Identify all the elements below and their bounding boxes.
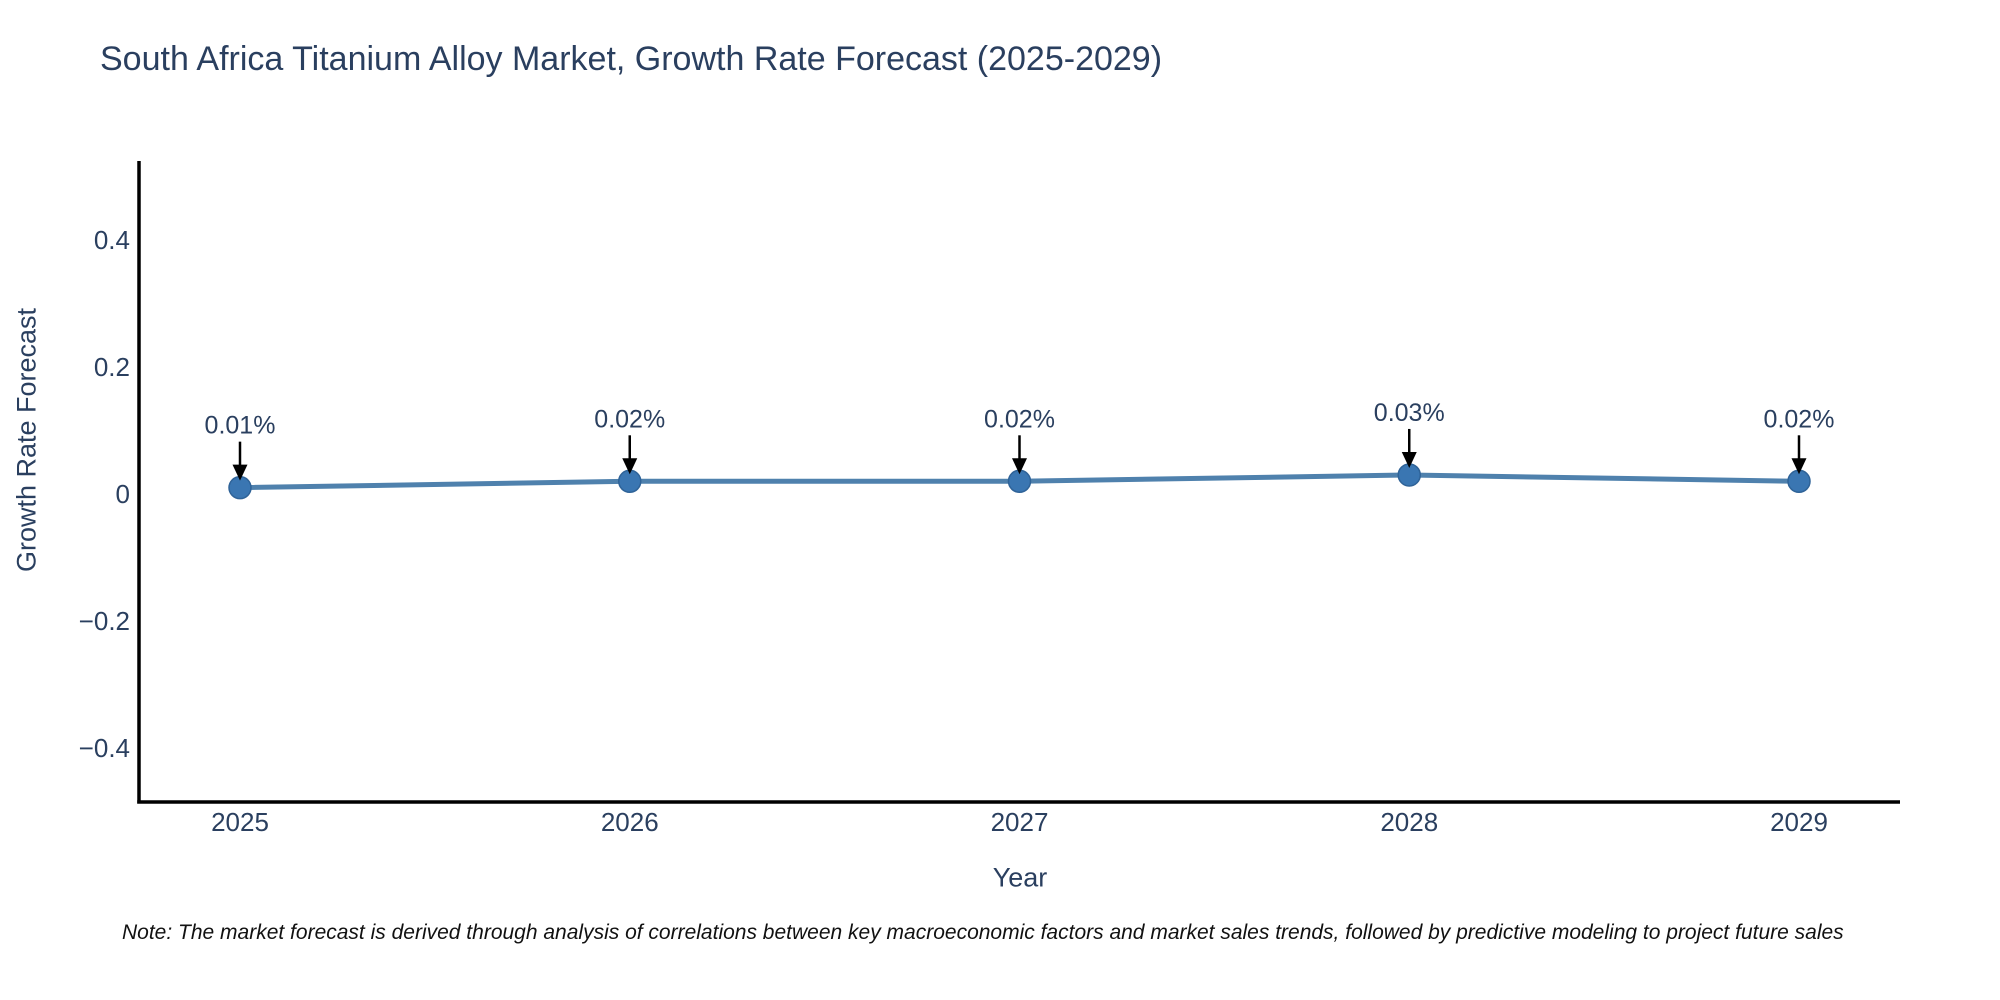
annotation-arrowhead-icon: [1012, 458, 1027, 475]
annotation-label: 0.03%: [1374, 399, 1445, 427]
annotation-arrowhead-icon: [1791, 458, 1807, 475]
x-tick-label: 2029: [1770, 807, 1828, 837]
x-tick-label: 2027: [991, 807, 1049, 837]
annotation-arrowhead-icon: [622, 458, 638, 475]
annotation-label: 0.02%: [984, 405, 1055, 433]
y-tick-label: −0.2: [79, 606, 130, 636]
x-axis-title: Year: [992, 862, 1048, 893]
annotation-label: 0.02%: [1764, 405, 1835, 433]
x-tick-label: 2026: [601, 807, 659, 837]
x-tick-label: 2028: [1380, 807, 1438, 837]
y-tick-label: 0.4: [94, 225, 130, 255]
footnote: Note: The market forecast is derived thr…: [122, 921, 1844, 944]
y-tick-label: 0.2: [94, 352, 130, 382]
annotation-label: 0.02%: [594, 405, 665, 433]
chart-title: South Africa Titanium Alloy Market, Grow…: [100, 40, 1163, 78]
annotation-arrowhead-icon: [1401, 451, 1417, 468]
y-tick-label: 0: [116, 479, 130, 509]
annotation-arrowhead-icon: [232, 464, 248, 481]
annotation-label: 0.01%: [205, 412, 276, 440]
x-tick-label: 2025: [211, 807, 269, 837]
y-tick-label: −0.4: [79, 733, 130, 763]
